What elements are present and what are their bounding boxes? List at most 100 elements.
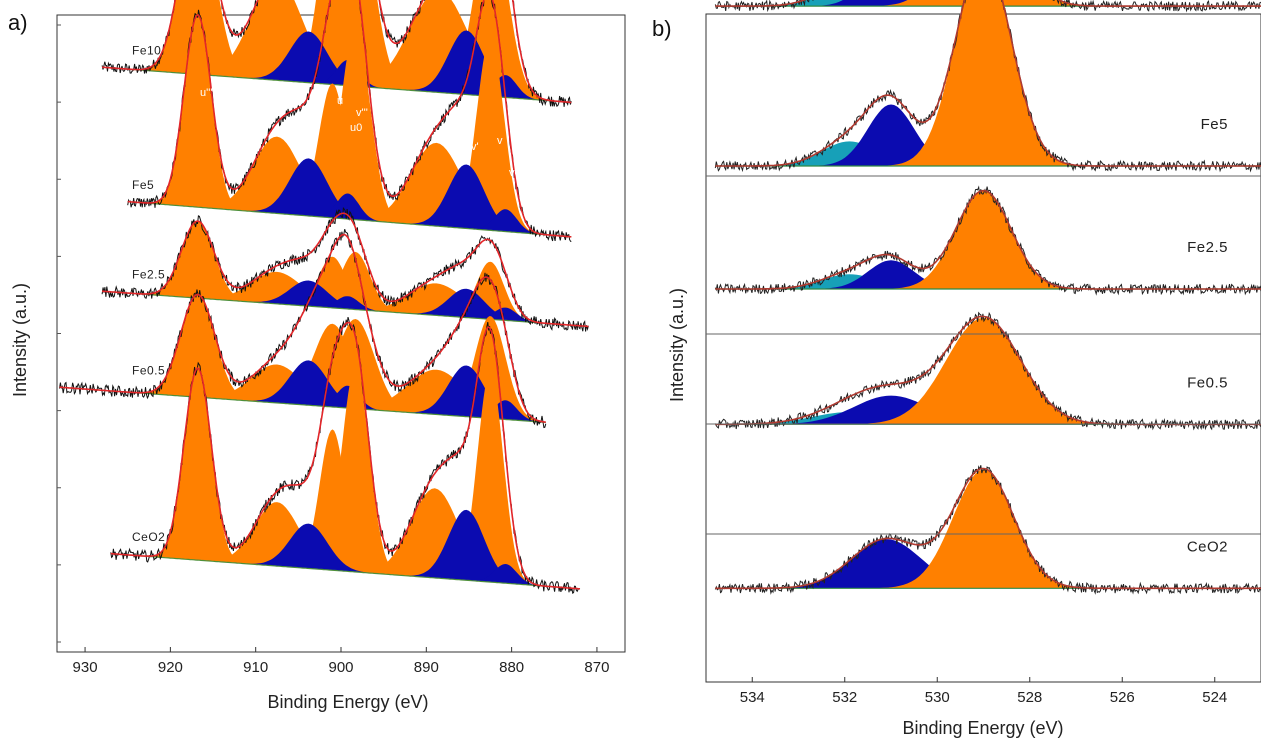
panel-b-x-ticks: 534 532 530 528 526 524 [740,677,1227,706]
panel-b-sample-label: Fe5 [1201,116,1228,133]
panel-b-peak-surface [743,395,1039,425]
panel-a-peak-ce3 [394,509,539,586]
panel-a-sample-label: Fe0.5 [132,363,165,377]
panel-a-peak-label: u' [312,107,320,119]
panel-a-fit-envelope-line [59,233,546,423]
panel-b-letter: b) [652,16,672,41]
panel-a-peak-ce3 [303,296,393,313]
panel-a-peak-ce4 [174,0,380,88]
panel-a-x-tick-label: 900 [328,659,353,676]
panel-b-y-axis-label: Intensity (a.u.) [667,288,687,402]
panel-a-plot-area: Fe10 Fe5 Fe2.5 Fe0.5 CeO2 u''' u'' u' u u0 v''' v''… [59,0,589,595]
panel-a-peak-ce4 [143,368,253,565]
panel-b-x-tick-label: 526 [1110,689,1135,706]
panel-a-peak-ce4 [132,221,263,303]
panel-a-peak-ce4 [323,0,556,102]
panel-a-peak-ce3 [461,209,550,236]
panel-b-peak-lattice [863,469,1104,589]
panel-a-peak-ce3 [461,307,550,324]
panel-a-fit-envelope-line [102,212,589,328]
panel-a-spectrum-fe0-5 [59,229,547,429]
panel-a-peak-label: u'' [276,97,286,109]
panel-b-raw-data-line [714,0,1261,173]
panel-a-peak-label: u0 [350,122,362,134]
panel-a-peak-ce4 [174,271,380,312]
panel-b-fit-envelope-line [715,467,1261,590]
panel-a-peak-ce3 [394,288,539,323]
panel-b-raw-data-line [714,465,1261,595]
panel-b-raw-data-line [714,0,1261,13]
panel-a-peak-ce3 [233,31,384,89]
panel-b-spectrum-fe2-5 [714,185,1261,296]
panel-a-peak-ce3 [233,280,384,312]
panel-a-sample-label: CeO2 [132,530,165,544]
panel-b-sample-label: CeO2 [1187,538,1228,555]
panel-a-peak-ce3 [233,523,384,575]
panel-a-fit-envelope-line [110,321,580,590]
panel-b-fit-envelope-line [715,0,1261,167]
panel-a-x-tick-label: 890 [414,659,439,676]
panel-a-x-tick-label: 870 [584,659,609,676]
panel-a-peak-label: v''' [356,107,368,119]
panel-a-sample-label: Fe10 [132,43,161,57]
panel-a-peak-ce4 [435,261,545,324]
panel-a-peak-label: u''' [200,87,212,99]
panel-a-peak-label: v0 [509,167,521,179]
panel-a-peak-ce4 [280,319,431,415]
panel-b-x-tick-label: 530 [925,689,950,706]
panel-a-x-tick-label: 880 [499,659,524,676]
panel-a-peak-ce3 [461,564,550,587]
panel-a-peak-ce4 [181,136,373,221]
panel-a-peak-label: v'' [439,126,449,138]
panel-a-peak-ce4 [277,256,388,312]
panel-a-peak-ce4 [320,369,546,423]
panel-a-peak-ce4 [281,429,384,575]
panel-b-x-tick-label: 534 [740,689,765,706]
panel-b-peak-lattice [835,317,1132,425]
panel-a-peak-ce4 [188,502,366,573]
panel-a-baseline [102,290,589,327]
panel-a-peak-ce3 [394,164,539,235]
panel-a-peak-ce4 [297,251,414,314]
panel-a-x-tick-label: 930 [73,659,98,676]
panel-b-x-axis-label: Binding Energy (eV) [902,718,1063,738]
panel-a-peak-ce4 [435,38,545,235]
panel-b-peak-adsorbed [738,274,961,289]
panel-a-peak-ce4 [143,15,253,212]
panel-a-baseline [110,553,580,590]
panel-b-spectrum-ceo2 [714,465,1261,595]
panel-a-peak-ce3 [394,30,539,100]
panel-a-spectrum-fe2-5 [101,206,589,332]
panel-b-spectrum-fe0-5 [714,311,1261,431]
panel-b-x-tick-label: 524 [1202,689,1227,706]
panel-a-x-tick-label: 910 [243,659,268,676]
panel-a-spectrum-ceo2 [110,316,581,595]
panel-a-letter: a) [8,10,28,35]
panel-a-peak-ce3 [233,360,384,411]
panel-b-peak-lattice [872,190,1095,289]
panel-b-peak-surface [798,260,984,289]
panel-b-sample-label: Fe2.5 [1187,239,1228,256]
panel-a-peak-ce4 [428,316,546,423]
panel-a-peak-ce4 [439,370,542,586]
panel-b-x-tick-label: 528 [1017,689,1042,706]
panel-a-peak-ce4 [300,367,411,577]
panel-b-x-tick-label: 532 [832,689,857,706]
panel-a-chart: Fe10 Fe5 Fe2.5 Fe0.5 CeO2 u''' u'' u' u u0 v''' v''… [10,0,626,712]
panel-a-peak-ce4 [277,83,388,223]
panel-b-peak-surface [798,104,984,166]
panel-a-spectrum-fe5 [127,0,572,242]
panel-a-x-tick-label: 920 [158,659,183,676]
panel-b-peak-lattice [872,0,1095,166]
panel-a-peak-label: u [337,95,343,107]
panel-a-peak-ce3 [394,365,539,422]
panel-a-x-axis-label: Binding Energy (eV) [267,692,428,712]
panel-a-peak-ce4 [129,294,266,403]
panel-a-x-ticks: 930 920 910 900 890 880 870 [57,24,609,676]
panel-a-sample-label: Fe5 [132,178,154,192]
panel-a-y-axis-label: Intensity (a.u.) [10,283,30,397]
panel-a-peak-ce4 [334,142,539,235]
